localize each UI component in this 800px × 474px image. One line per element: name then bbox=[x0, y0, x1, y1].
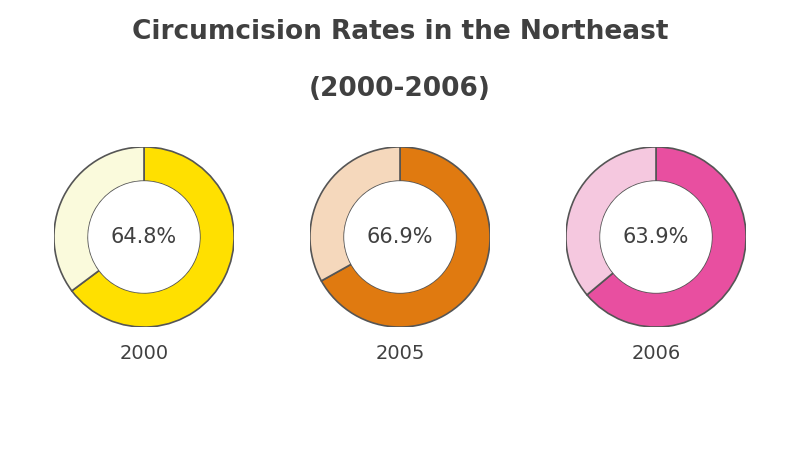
Text: 63.9%: 63.9% bbox=[623, 227, 689, 247]
Circle shape bbox=[600, 181, 712, 293]
Text: 64.8%: 64.8% bbox=[111, 227, 177, 247]
Wedge shape bbox=[566, 147, 656, 295]
Wedge shape bbox=[587, 147, 746, 327]
Text: (2000-2006): (2000-2006) bbox=[309, 76, 491, 102]
Text: 2006: 2006 bbox=[631, 344, 681, 363]
Text: 2005: 2005 bbox=[375, 344, 425, 363]
Circle shape bbox=[88, 181, 200, 293]
Wedge shape bbox=[72, 147, 234, 327]
Circle shape bbox=[344, 181, 456, 293]
Wedge shape bbox=[54, 147, 144, 291]
Text: 66.9%: 66.9% bbox=[366, 227, 434, 247]
Text: Circumcision Rates in the Northeast: Circumcision Rates in the Northeast bbox=[132, 19, 668, 45]
Text: 2000: 2000 bbox=[119, 344, 169, 363]
Wedge shape bbox=[310, 147, 400, 281]
Wedge shape bbox=[322, 147, 490, 327]
